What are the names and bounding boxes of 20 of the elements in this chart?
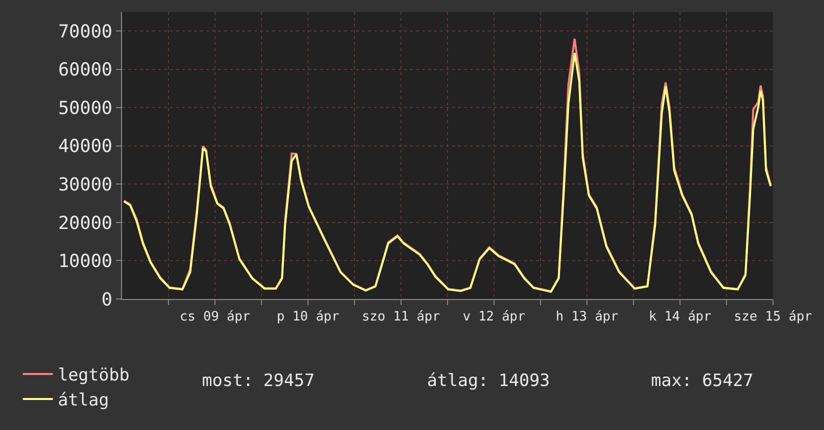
x-tick-label: szo 11 ápr	[362, 310, 440, 325]
y-tick-label: 70000	[58, 21, 112, 42]
x-tick-label: p 10 ápr	[276, 310, 340, 325]
x-tick-label: cs 09 ápr	[180, 310, 250, 325]
y-tick-label: 20000	[58, 212, 112, 234]
y-tick-label: 60000	[58, 60, 112, 81]
text: átlag: 14093	[427, 371, 550, 391]
y-tick-label: 10000	[58, 251, 112, 272]
y-tick-label: 0	[102, 289, 112, 310]
legend-label: átlag	[58, 390, 110, 411]
legend-label: legtöbb	[58, 366, 130, 386]
x-tick-label: v 12 ápr	[462, 310, 526, 325]
x-tick-label: sze 15 ápr	[734, 310, 812, 325]
y-tick-label: 40000	[58, 136, 112, 158]
y-tick-label: 30000	[58, 174, 112, 196]
text: max: 65427	[651, 371, 754, 391]
text: most: 29457	[202, 371, 315, 391]
x-tick-label: k 14 ápr	[648, 310, 712, 325]
x-tick-label: h 13 ápr	[556, 310, 618, 325]
y-tick-label: 50000	[58, 98, 112, 119]
